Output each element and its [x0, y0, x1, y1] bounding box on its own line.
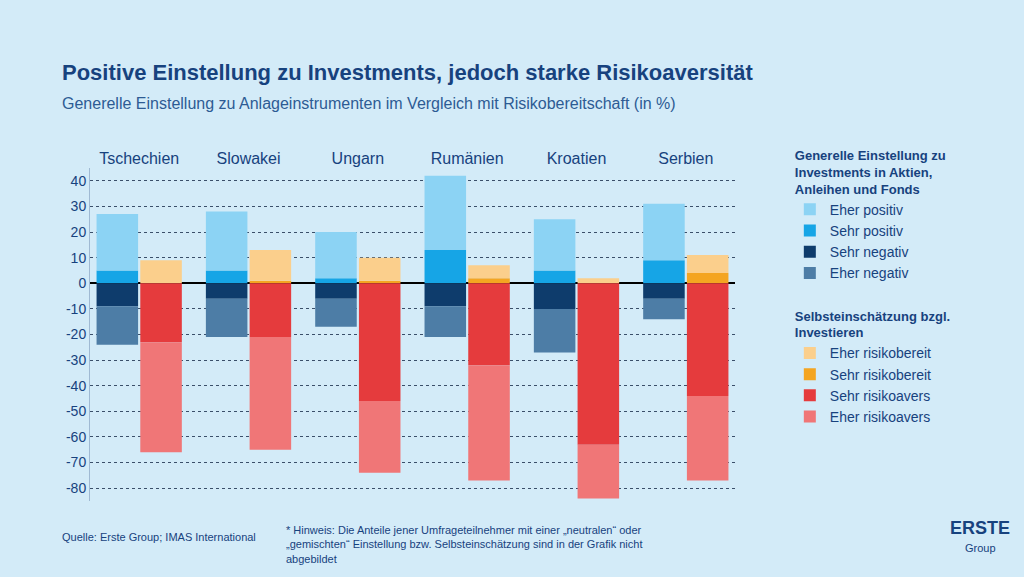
- svg-text:-30: -30: [66, 352, 86, 368]
- svg-text:Rumänien: Rumänien: [431, 150, 504, 167]
- svg-text:* Hinweis: Die Anteile jener U: * Hinweis: Die Anteile jener Umfrageteil…: [286, 524, 642, 565]
- svg-text:30: 30: [71, 198, 87, 214]
- svg-text:Sehr positiv: Sehr positiv: [830, 223, 903, 239]
- svg-text:Eher negativ: Eher negativ: [830, 265, 909, 281]
- svg-text:Generelle Einstellung zuInvest: Generelle Einstellung zuInvestments in A…: [795, 148, 946, 197]
- svg-text:Eher positiv: Eher positiv: [830, 202, 903, 218]
- svg-text:-10: -10: [66, 301, 86, 317]
- svg-text:ERSTE: ERSTE: [950, 518, 1010, 538]
- svg-text:Quelle: Erste Group; IMAS Inte: Quelle: Erste Group; IMAS International: [62, 531, 256, 543]
- svg-text:-50: -50: [66, 403, 86, 419]
- svg-text:Tschechien: Tschechien: [99, 150, 179, 167]
- svg-text:0: 0: [78, 275, 86, 291]
- svg-text:Serbien: Serbien: [658, 150, 713, 167]
- svg-text:Generelle Einstellung zu Anlag: Generelle Einstellung zu Anlageinstrumen…: [62, 95, 676, 112]
- svg-text:Sehr negativ: Sehr negativ: [830, 244, 909, 260]
- svg-text:-40: -40: [66, 378, 86, 394]
- svg-text:-80: -80: [66, 480, 86, 496]
- svg-text:Sehr risikoavers: Sehr risikoavers: [830, 388, 930, 404]
- svg-text:Eher risikobereit: Eher risikobereit: [830, 345, 931, 361]
- svg-text:Positive Einstellung zu Invest: Positive Einstellung zu Investments, jed…: [62, 60, 753, 85]
- svg-text:-60: -60: [66, 429, 86, 445]
- svg-text:Kroatien: Kroatien: [547, 150, 607, 167]
- svg-text:Selbsteinschätzung bzgl.Invest: Selbsteinschätzung bzgl.Investieren: [795, 309, 950, 341]
- svg-text:20: 20: [71, 224, 87, 240]
- svg-text:Sehr risikobereit: Sehr risikobereit: [830, 367, 931, 383]
- svg-text:-70: -70: [66, 454, 86, 470]
- svg-text:Slowakei: Slowakei: [217, 150, 281, 167]
- svg-text:Group: Group: [965, 542, 996, 554]
- svg-text:40: 40: [71, 173, 87, 189]
- svg-text:Ungarn: Ungarn: [332, 150, 384, 167]
- svg-text:-20: -20: [66, 326, 86, 342]
- svg-text:10: 10: [71, 250, 87, 266]
- svg-text:Eher risikoavers: Eher risikoavers: [830, 409, 930, 425]
